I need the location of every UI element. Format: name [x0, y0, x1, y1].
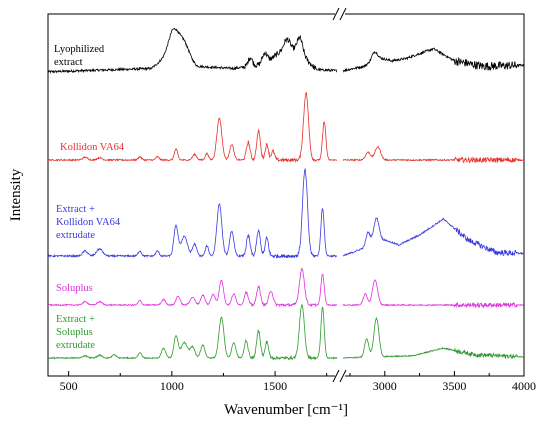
- axis-break-mark: [332, 369, 340, 383]
- x-ticks: 500 1000 1500 3000 3500 4000: [60, 371, 536, 393]
- spectrum-line-segment: [47, 28, 338, 74]
- spectrum-line-segment: [342, 217, 525, 257]
- axis-break-mark: [339, 369, 347, 383]
- spectrum-line-segment: [342, 279, 524, 309]
- series-label: Soluplus: [56, 283, 93, 294]
- series-label-line: Soluplus: [56, 327, 93, 338]
- spectrum-trace: [48, 303, 525, 361]
- spectrum-trace: [47, 267, 524, 309]
- x-axis-label: Wavenumber [cm⁻¹]: [224, 402, 348, 418]
- y-axis-label: Intensity: [8, 168, 24, 221]
- series-label-line: Kollidon VA64: [60, 142, 125, 153]
- series-label-line: extrudate: [56, 230, 95, 241]
- series-layer: [47, 28, 525, 361]
- spectrum-trace: [47, 28, 525, 74]
- series-label-line: Soluplus: [56, 283, 93, 294]
- x-tick-label: 1000: [160, 379, 184, 393]
- spectrum-line-segment: [47, 91, 337, 163]
- x-tick-label: 1500: [263, 379, 287, 393]
- spectrum-trace: [47, 168, 525, 259]
- axis-break-mark: [339, 7, 347, 21]
- axis-break-gap: [335, 8, 345, 20]
- series-label-line: Extract +: [56, 314, 95, 325]
- series-label: Lyophilized extract: [54, 44, 105, 68]
- series-label-line: extrudate: [56, 340, 95, 351]
- spectrum-line-segment: [47, 267, 338, 308]
- series-label-line: Extract +: [56, 204, 95, 215]
- series-label: Kollidon VA64: [60, 142, 125, 153]
- axis-break: [332, 7, 347, 383]
- axis-break-gap: [335, 370, 345, 382]
- axis-break-mark: [332, 7, 340, 21]
- series-label-line: Kollidon VA64: [56, 217, 121, 228]
- spectrum-line-segment: [342, 47, 525, 73]
- series-label-line: Lyophilized: [54, 44, 105, 55]
- x-tick-label: 3000: [373, 379, 397, 393]
- series-label: Extract + Kollidon VA64 extrudate: [56, 204, 121, 241]
- spectrum-line-segment: [342, 146, 525, 164]
- spectrum-trace: [47, 91, 525, 164]
- spectrum-line-segment: [342, 316, 525, 360]
- x-tick-label: 4000: [512, 379, 536, 393]
- series-label-line: extract: [54, 57, 83, 68]
- spectrum-line-segment: [47, 168, 338, 259]
- x-tick-label: 500: [60, 379, 78, 393]
- series-label: Extract + Soluplus extrudate: [56, 314, 95, 351]
- x-tick-label: 3500: [442, 379, 466, 393]
- plot-frame: [47, 13, 525, 377]
- spectrum-line-segment: [48, 303, 338, 361]
